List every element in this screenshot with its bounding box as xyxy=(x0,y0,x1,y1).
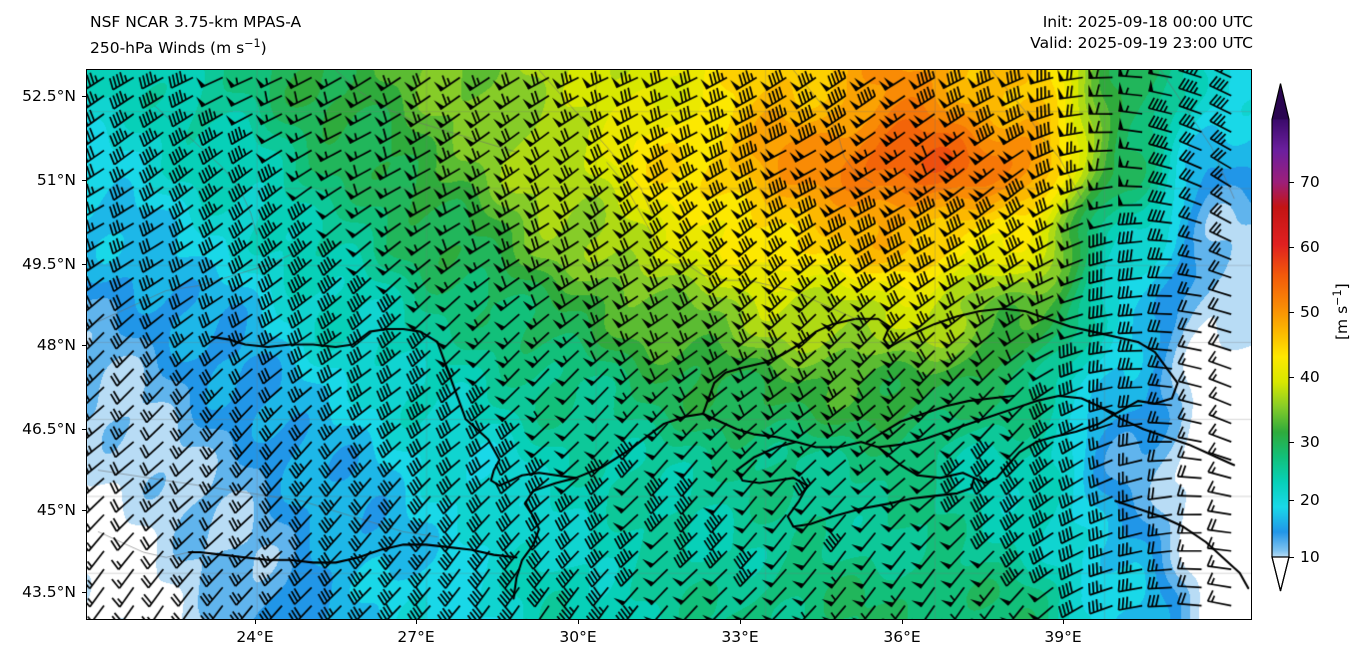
chart-title-right: Init: 2025-09-18 00:00 UTC Valid: 2025-0… xyxy=(1030,12,1253,54)
y-tick-label: 49.5°N xyxy=(22,255,76,273)
colorbar-tick-label: 10 xyxy=(1300,548,1320,566)
field-title: 250-hPa Winds (m s−1) xyxy=(90,33,301,59)
colorbar-tick-label: 70 xyxy=(1300,173,1320,191)
valid-time-label: Valid: 2025-09-19 23:00 UTC xyxy=(1030,34,1253,52)
x-tick-mark xyxy=(1063,620,1065,624)
colorbar-tick-label: 60 xyxy=(1300,238,1320,256)
y-tick-mark xyxy=(82,345,86,347)
colorbar-tick-mark xyxy=(1289,442,1294,444)
colorbar-label-prefix: [m s xyxy=(1333,305,1352,340)
y-tick-label: 45°N xyxy=(36,501,76,519)
colorbar-tick-label: 50 xyxy=(1300,303,1320,321)
x-tick-label: 33°E xyxy=(721,628,759,646)
field-title-suffix: ) xyxy=(260,39,267,58)
x-tick-label: 36°E xyxy=(883,628,921,646)
x-tick-label: 27°E xyxy=(397,628,435,646)
y-tick-label: 51°N xyxy=(36,171,76,189)
x-tick-label: 39°E xyxy=(1044,628,1082,646)
x-tick-mark xyxy=(740,620,742,624)
colorbar-label-suffix: ] xyxy=(1333,283,1352,290)
y-tick-label: 52.5°N xyxy=(22,87,76,105)
chart-title-left: NSF NCAR 3.75-km MPAS-A 250-hPa Winds (m… xyxy=(90,12,301,59)
x-tick-mark xyxy=(902,620,904,624)
y-tick-mark xyxy=(82,96,86,98)
y-tick-label: 43.5°N xyxy=(22,583,76,601)
colorbar-axis-label: [m s−1] xyxy=(1331,283,1351,340)
colorbar-outline xyxy=(1271,83,1290,592)
y-tick-label: 46.5°N xyxy=(22,420,76,438)
y-tick-mark xyxy=(82,592,86,594)
colorbar-tick-label: 20 xyxy=(1300,491,1320,509)
colorbar-body xyxy=(1272,119,1289,557)
y-tick-mark xyxy=(82,180,86,182)
x-tick-label: 30°E xyxy=(559,628,597,646)
x-tick-mark xyxy=(416,620,418,624)
y-tick-mark xyxy=(82,429,86,431)
colorbar-label-exponent: −1 xyxy=(1331,289,1344,306)
colorbar-tick-label: 40 xyxy=(1300,368,1320,386)
colorbar-tick-mark xyxy=(1289,500,1294,502)
colorbar-tick-mark xyxy=(1289,247,1294,249)
x-tick-mark xyxy=(255,620,257,624)
map-plot-area xyxy=(86,69,1252,620)
x-tick-label: 24°E xyxy=(236,628,274,646)
colorbar-tick-mark xyxy=(1289,557,1294,559)
colorbar-tick-mark xyxy=(1289,377,1294,379)
colorbar-extend-max-arrow xyxy=(1272,83,1289,120)
y-tick-label: 48°N xyxy=(36,336,76,354)
init-time-label: Init: 2025-09-18 00:00 UTC xyxy=(1042,13,1253,31)
field-title-exponent: −1 xyxy=(244,37,261,50)
colorbar-tick-mark xyxy=(1289,182,1294,184)
colorbar xyxy=(1271,83,1290,592)
wind-barb-layer xyxy=(87,70,1251,619)
model-title: NSF NCAR 3.75-km MPAS-A xyxy=(90,13,302,31)
field-title-prefix: 250-hPa Winds (m s xyxy=(90,39,245,58)
y-tick-mark xyxy=(82,264,86,266)
colorbar-extend-min-arrow xyxy=(1271,556,1290,592)
x-tick-mark xyxy=(578,620,580,624)
colorbar-tick-label: 30 xyxy=(1300,433,1320,451)
colorbar-tick-mark xyxy=(1289,312,1294,314)
colorbar-gradient xyxy=(1271,83,1290,592)
y-tick-mark xyxy=(82,510,86,512)
